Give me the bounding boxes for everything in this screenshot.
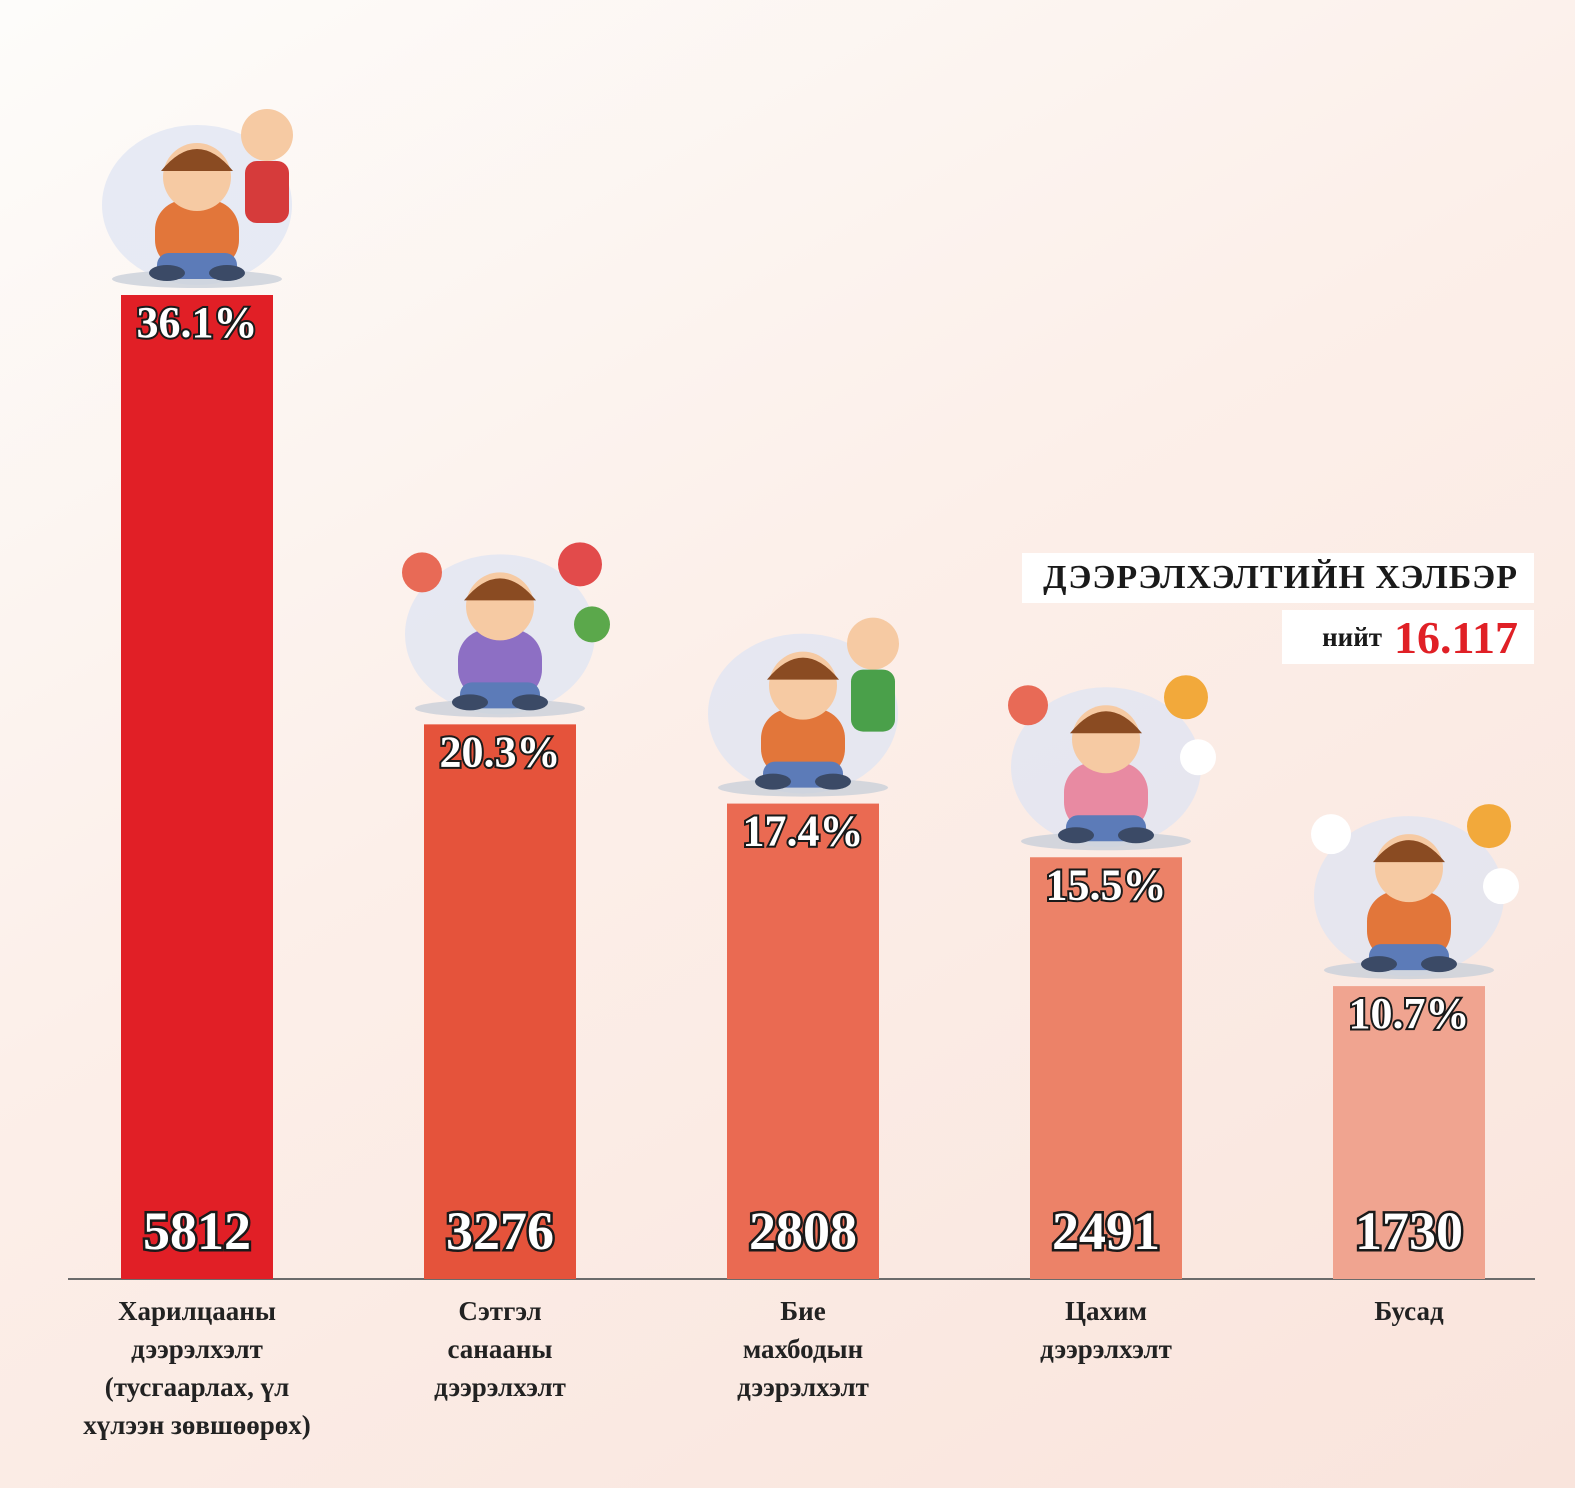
bar [1333,986,1485,1279]
total-badge: нийт 16.117 [1282,610,1534,664]
illustrations-group [102,109,1519,980]
emotional-abuse-icon [402,542,610,718]
chart-title: ДЭЭРЭЛХЭЛТИЙН ХЭЛБЭР [1022,553,1534,603]
other-bullying-icon [1311,804,1519,980]
percent-label: 15.5% [1046,860,1167,909]
bar [424,724,576,1279]
chart-title-text: ДЭЭРЭЛХЭЛТИЙН ХЭЛБЭР [1043,559,1518,596]
cyber-bullying-icon [1008,675,1216,851]
percent-label: 36.1% [137,298,258,347]
bar [121,295,273,1279]
value-label: 2808 [749,1201,857,1261]
category-label: Цахим дээрэлхэлт [1040,1296,1172,1364]
isolated-child-icon [102,109,293,288]
value-label: 2491 [1052,1201,1160,1261]
category-label: Харилцааны дээрэлхэлт (тусгаарлах, үл хүлээ… [83,1296,311,1440]
percent-label: 10.7% [1349,989,1470,1038]
bars-group [121,295,1485,1279]
category-label: Бусад [1374,1296,1444,1326]
category-label: Бие махбодын дээрэлхэлт [737,1296,869,1402]
bar [727,803,879,1279]
percent-label: 17.4% [743,807,864,856]
category-label: Сэтгэл санааны дээрэлхэлт [434,1296,566,1402]
value-label: 1730 [1355,1201,1463,1261]
labels-group: 36.1% 5812 Харилцааны дээрэлхэлт (тусгаарлах… [83,296,1471,1440]
value-label: 3276 [446,1201,554,1261]
value-label: 5812 [143,1201,251,1261]
percent-label: 20.3% [440,727,561,776]
physical-fight-icon [708,617,899,797]
total-label: нийт [1322,621,1383,652]
bar [1030,857,1182,1279]
total-value: 16.117 [1394,611,1518,663]
